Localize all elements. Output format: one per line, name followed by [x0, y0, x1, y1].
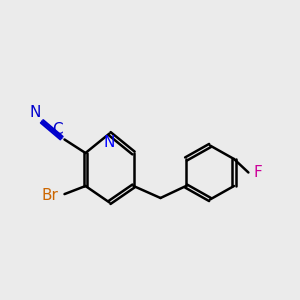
Text: N: N [30, 105, 41, 120]
Text: Br: Br [42, 188, 58, 203]
Text: F: F [254, 165, 262, 180]
Text: N: N [104, 135, 115, 150]
Text: C: C [52, 122, 62, 136]
